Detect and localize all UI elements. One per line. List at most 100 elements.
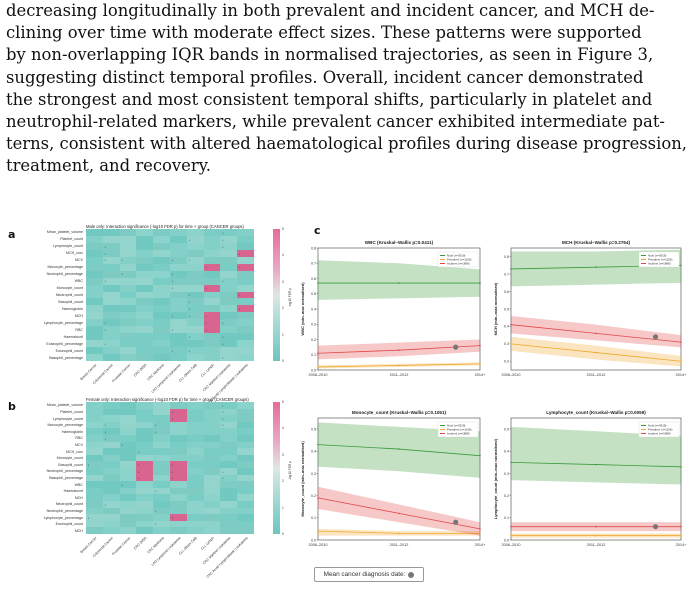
heatmap-cell bbox=[186, 494, 204, 502]
heatmap-cell-value: • bbox=[222, 469, 224, 474]
heatmap-cell bbox=[203, 474, 221, 482]
heatmap-cell bbox=[186, 333, 204, 341]
heatmap-cell bbox=[220, 501, 238, 508]
heatmap-row-label: Haemoglobin bbox=[61, 429, 83, 434]
heatmap-cell bbox=[153, 235, 171, 244]
heatmap-cell bbox=[136, 507, 154, 515]
heatmap-row-label: Lymphocyte_percentage bbox=[43, 515, 83, 520]
heatmap-cell bbox=[102, 441, 120, 449]
heatmap-cell bbox=[237, 277, 255, 285]
heatmap-cell bbox=[203, 481, 221, 489]
heatmap-cell bbox=[237, 291, 255, 299]
series-point bbox=[510, 268, 512, 270]
heatmap-cell bbox=[86, 347, 104, 355]
heatmap-cell bbox=[153, 481, 171, 489]
heatmap-cell bbox=[102, 312, 120, 320]
heatmap-cell-value: • bbox=[104, 327, 106, 332]
y-axis-label: WBC (min–max normalised) bbox=[300, 282, 305, 336]
series-point bbox=[595, 534, 597, 537]
heatmap-cell bbox=[119, 333, 137, 341]
series-point bbox=[479, 344, 481, 347]
heatmap-cell bbox=[102, 435, 120, 442]
line-chart: Lymphocyte_count (Kruskal–Wallis p=0.005… bbox=[493, 410, 687, 547]
y-tick-label: 0.3 bbox=[504, 342, 509, 346]
heatmap-cell bbox=[186, 501, 204, 508]
y-tick-label: 0.3 bbox=[311, 472, 316, 476]
heatmap-cell-value: • bbox=[155, 509, 157, 514]
heatmap-row-label: Platelet_count bbox=[60, 409, 83, 414]
legend-entry: Prevalent (n=1156) bbox=[447, 428, 471, 432]
legend-entry: Incident (n=1888) bbox=[447, 262, 470, 266]
heatmap-cell bbox=[86, 494, 104, 502]
heatmap-cell bbox=[170, 415, 188, 423]
heatmap-cell bbox=[170, 354, 188, 362]
colorbar-tick: 1 bbox=[282, 505, 284, 510]
series-line bbox=[317, 530, 480, 534]
heatmap-cell bbox=[119, 441, 137, 449]
line-chart: Monocyte_count (Kruskal–Wallis p=0.1051)… bbox=[300, 410, 486, 547]
heatmap-cell bbox=[186, 347, 204, 355]
heatmap-cell bbox=[102, 448, 120, 456]
heatmap-cell-value: • bbox=[172, 327, 173, 332]
heatmap-cell bbox=[186, 507, 204, 515]
heatmap-col-label: CLL Lymph bbox=[199, 363, 215, 378]
heatmap-cell bbox=[237, 468, 255, 475]
heatmap-cell bbox=[102, 298, 120, 306]
heatmap-row-label: Eosinophil_count bbox=[55, 348, 83, 353]
series-line bbox=[510, 461, 682, 468]
heatmap-cell bbox=[153, 319, 171, 327]
heatmap-cell bbox=[186, 454, 204, 462]
heatmap-cell bbox=[186, 435, 204, 442]
heatmap-cell bbox=[237, 494, 255, 502]
heatmap-cell bbox=[136, 487, 154, 495]
heatmap-cell-value: • bbox=[172, 258, 173, 263]
heatmap-cell bbox=[237, 514, 255, 522]
legend-entry: Incident (n=1888) bbox=[648, 432, 671, 436]
y-axis-label: Monocyte_count (min–max normalised) bbox=[300, 441, 305, 517]
heatmap-row-label: MCH bbox=[74, 313, 83, 318]
heatmap-cell-value: • bbox=[121, 443, 123, 448]
heatmap-cell bbox=[203, 319, 221, 327]
heatmap-cell bbox=[203, 421, 221, 429]
heatmap-cell bbox=[203, 468, 221, 475]
colorbar-tick: 3 bbox=[282, 279, 284, 284]
panel-label-c: c bbox=[314, 224, 321, 237]
heatmap-cell bbox=[220, 461, 238, 469]
heatmap-cell bbox=[153, 474, 171, 482]
series-point bbox=[595, 332, 597, 335]
heatmap-cell bbox=[86, 263, 104, 271]
paragraph-line: neutrophil-related markers, while preval… bbox=[6, 112, 665, 132]
heatmap-cell bbox=[119, 326, 137, 334]
heatmap-cell bbox=[119, 520, 137, 528]
legend-entry: Noid (n=3919) bbox=[648, 424, 666, 428]
panel-label-a: a bbox=[8, 228, 16, 241]
legend-box bbox=[437, 251, 479, 268]
heatmap-cell bbox=[136, 415, 154, 423]
heatmap-cell-value: • bbox=[172, 476, 173, 481]
y-tick-label: 0.5 bbox=[311, 427, 316, 431]
y-tick-label: 0.6 bbox=[311, 277, 316, 281]
heatmap-cell bbox=[203, 454, 221, 462]
heatmap-cell bbox=[170, 333, 188, 341]
diagnosis-date-marker bbox=[652, 524, 659, 530]
heatmap-cell bbox=[102, 514, 120, 522]
heatmap-cell bbox=[102, 454, 120, 462]
heatmap-cell bbox=[220, 402, 238, 409]
heatmap-cell bbox=[153, 428, 171, 436]
y-tick-label: 0.5 bbox=[504, 427, 509, 431]
heatmap-cell bbox=[170, 284, 188, 292]
y-tick-label: 0.5 bbox=[504, 307, 509, 311]
y-tick-label: 0.4 bbox=[311, 450, 316, 454]
heatmap-cell-value: • bbox=[121, 272, 123, 277]
series-point bbox=[479, 532, 481, 535]
heatmap-cell bbox=[153, 326, 171, 334]
heatmap-cell bbox=[220, 527, 238, 535]
heatmap-cell bbox=[119, 468, 137, 475]
heatmap-row-label: WBC bbox=[74, 279, 83, 284]
heatmap-cell bbox=[153, 229, 171, 237]
chart-title: Lymphocyte_count (Kruskal–Wallis p=0.005… bbox=[546, 410, 646, 415]
heatmap-cell bbox=[86, 474, 104, 482]
heatmap-cell bbox=[86, 277, 104, 285]
heatmap-cell bbox=[237, 527, 255, 535]
heatmap-cell bbox=[203, 527, 221, 535]
